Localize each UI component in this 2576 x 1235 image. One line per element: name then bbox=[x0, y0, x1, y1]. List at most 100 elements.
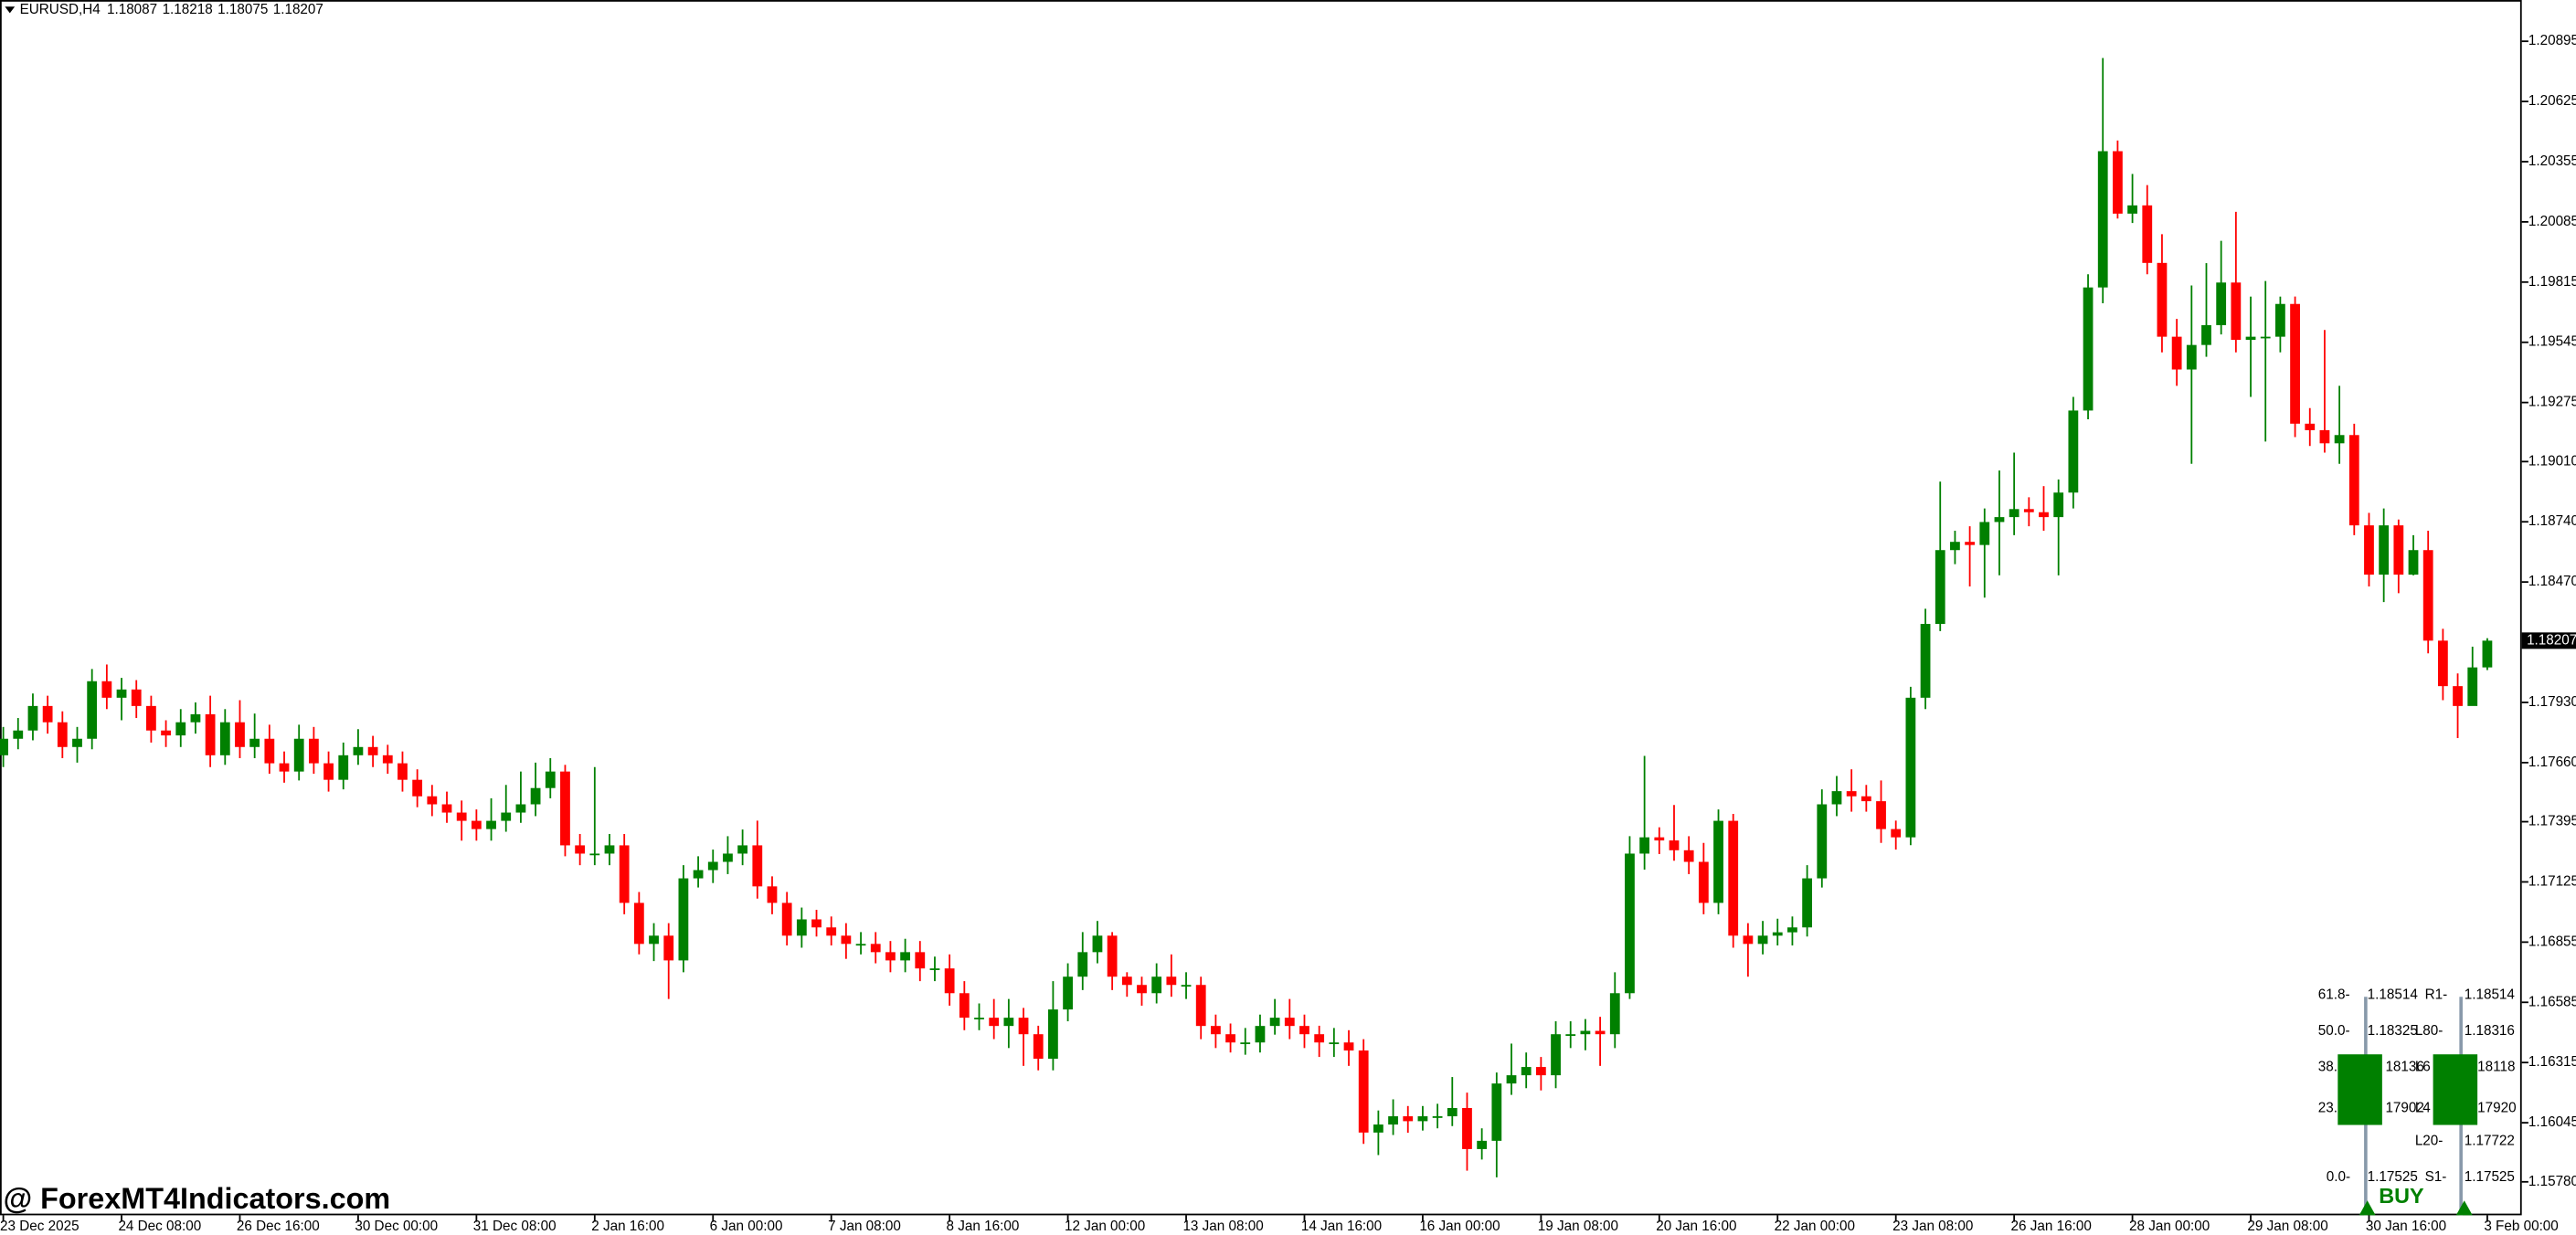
candle-body bbox=[2274, 303, 2285, 337]
x-tick-label: 16 Jan 00:00 bbox=[1419, 1219, 1500, 1234]
candle-body bbox=[1920, 624, 1931, 698]
candle-body bbox=[1728, 820, 1739, 936]
symbol: EURUSD,H4 bbox=[20, 2, 101, 17]
candle-body bbox=[2157, 262, 2168, 337]
candle-body bbox=[1092, 935, 1103, 953]
candle-body bbox=[2482, 640, 2493, 668]
candle-body bbox=[678, 878, 689, 961]
candle-body bbox=[2334, 435, 2345, 444]
indicator-label: 23. bbox=[2318, 1101, 2337, 1116]
candle-body bbox=[1950, 542, 1960, 551]
indicator-label: 17920 bbox=[2477, 1101, 2516, 1116]
indicator-label: R1- bbox=[2425, 987, 2448, 1003]
candle-body bbox=[737, 845, 748, 854]
candle-body bbox=[781, 902, 792, 936]
candle-body bbox=[2290, 303, 2300, 424]
candle-body bbox=[2467, 667, 2478, 706]
candle-body bbox=[1521, 1067, 1532, 1076]
candle-body bbox=[2142, 205, 2153, 263]
candle-body bbox=[2437, 640, 2448, 687]
candle-body bbox=[398, 763, 408, 780]
x-tick-label: 30 Dec 00:00 bbox=[355, 1219, 438, 1234]
indicator-label: 18118 bbox=[2477, 1060, 2515, 1075]
candle-body bbox=[2127, 205, 2137, 214]
candle-body bbox=[353, 746, 364, 755]
candle-body bbox=[219, 722, 230, 755]
candle-body bbox=[161, 730, 171, 736]
x-tick-label: 24 Dec 08:00 bbox=[118, 1219, 201, 1234]
candle-body bbox=[1033, 1034, 1044, 1060]
candle-body bbox=[1491, 1083, 1502, 1141]
candle-body bbox=[2068, 410, 2079, 493]
candle-body bbox=[1477, 1140, 1488, 1149]
indicator-label: 1.17722 bbox=[2465, 1134, 2515, 1149]
candle-body bbox=[1669, 840, 1680, 850]
candle-body bbox=[57, 722, 68, 747]
y-tick-label: 1.20085 bbox=[2528, 214, 2576, 229]
candle-body bbox=[1713, 820, 1723, 903]
indicator-label: L20- bbox=[2415, 1134, 2443, 1149]
candle-body bbox=[2453, 686, 2463, 706]
y-tick-label: 1.17125 bbox=[2528, 873, 2576, 889]
candle-body bbox=[575, 845, 586, 854]
candle-body bbox=[367, 746, 378, 755]
candle-body bbox=[1255, 1026, 1266, 1043]
candle-body bbox=[811, 919, 822, 928]
watermark: @ ForexMT4Indicators.com bbox=[4, 1182, 391, 1215]
candle-body bbox=[175, 722, 186, 736]
candle-body bbox=[190, 713, 201, 723]
x-tick-label: 14 Jan 16:00 bbox=[1301, 1219, 1382, 1234]
candle-body bbox=[1565, 1034, 1576, 1036]
candle-body bbox=[1284, 1018, 1295, 1027]
candle-body bbox=[249, 738, 260, 747]
candle-body bbox=[116, 689, 127, 698]
candle-body bbox=[1240, 1042, 1251, 1045]
candle-body bbox=[633, 902, 644, 945]
indicator-label: 17902 bbox=[2385, 1101, 2423, 1116]
x-tick-label: 28 Jan 00:00 bbox=[2129, 1219, 2210, 1234]
indicator-label: 61.8- bbox=[2318, 987, 2350, 1003]
candle-body bbox=[2393, 525, 2404, 575]
candle-body bbox=[441, 804, 452, 813]
indicator-box bbox=[2337, 1054, 2382, 1125]
candle-body bbox=[2305, 423, 2316, 430]
x-tick-label: 3 Feb 00:00 bbox=[2484, 1219, 2558, 1234]
header-open: 1.18087 bbox=[107, 2, 157, 17]
candle-body bbox=[1787, 927, 1797, 933]
candle-body bbox=[42, 705, 53, 723]
candle-body bbox=[1831, 791, 1842, 805]
x-tick-label: 12 Jan 00:00 bbox=[1065, 1219, 1145, 1234]
candle-body bbox=[752, 845, 763, 887]
signal-arrow bbox=[2455, 1200, 2473, 1216]
candle-body bbox=[649, 935, 659, 945]
candle-body bbox=[0, 738, 8, 755]
candle-body bbox=[146, 705, 156, 731]
candle-body bbox=[1905, 697, 1916, 838]
candle-body bbox=[382, 755, 393, 764]
candle-body bbox=[1535, 1067, 1546, 1076]
candle-body bbox=[2216, 282, 2227, 325]
x-tick-label: 19 Jan 08:00 bbox=[1538, 1219, 1618, 1234]
x-tick-label: 8 Jan 16:00 bbox=[947, 1219, 1020, 1234]
candle-body bbox=[2039, 512, 2049, 518]
candle-body bbox=[974, 1018, 984, 1019]
candle-body bbox=[929, 968, 940, 970]
candle-body bbox=[2422, 550, 2433, 641]
candle-body bbox=[1979, 522, 1990, 545]
signal-arrow bbox=[2359, 1200, 2376, 1216]
candle-body bbox=[870, 944, 881, 953]
candle-body bbox=[1314, 1034, 1325, 1043]
candle-body bbox=[1107, 935, 1118, 977]
candle-body bbox=[560, 771, 570, 846]
candle-body bbox=[619, 845, 630, 903]
indicator-label: L4 bbox=[2415, 1101, 2431, 1116]
candle-body bbox=[1121, 976, 1132, 986]
candle-body bbox=[235, 722, 245, 747]
candle-body bbox=[72, 738, 82, 747]
candle-body bbox=[2113, 151, 2123, 214]
candle-body bbox=[915, 952, 926, 969]
candle-body bbox=[1269, 1018, 1280, 1027]
candle-body bbox=[1580, 1030, 1591, 1035]
candle-body bbox=[1876, 801, 1886, 829]
candle-body bbox=[589, 853, 600, 856]
